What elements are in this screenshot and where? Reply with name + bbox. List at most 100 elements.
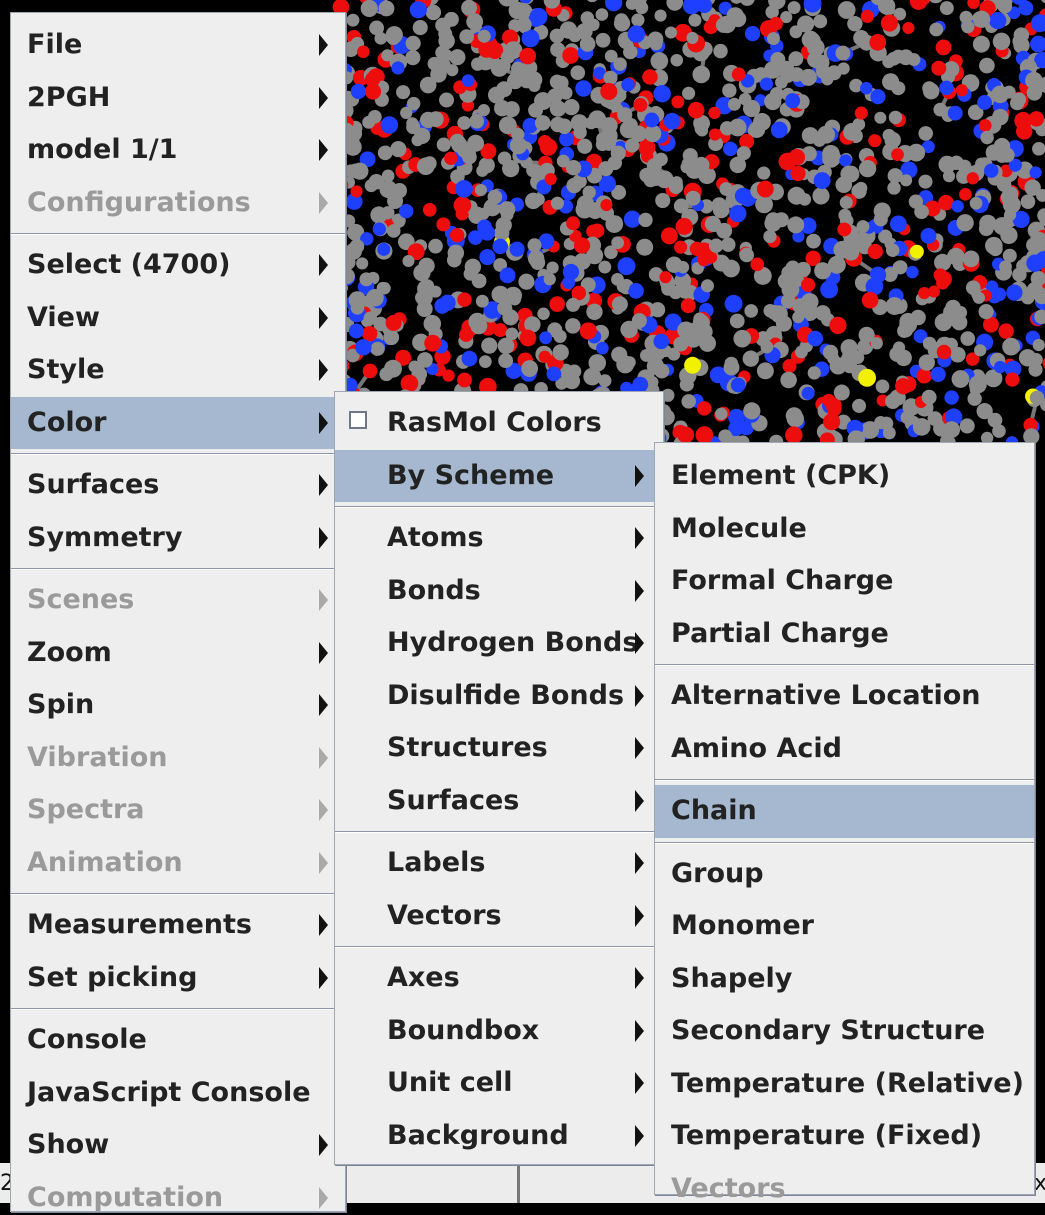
atom [362,326,377,341]
menu-separator [655,838,1034,848]
scheme-menu-item-monomer[interactable]: Monomer [655,900,1034,953]
color-menu-item-by-scheme[interactable]: By Scheme [335,450,663,503]
atom [868,244,883,259]
atom [947,248,964,265]
atom [498,151,512,165]
color-menu-item-bonds[interactable]: Bonds [335,565,663,618]
atom [633,98,647,112]
atom [617,280,630,293]
atom [771,121,788,138]
scheme-menu-item-chain[interactable]: Chain [655,785,1034,838]
menu-item-console[interactable]: Console [11,1014,345,1067]
atom [808,366,821,379]
atom [739,248,754,263]
status-divider [517,1163,520,1203]
scheme-menu-item-partial-charge[interactable]: Partial Charge [655,608,1034,661]
menu-item-label: Alternative Location [671,670,981,722]
color-menu-item-unit-cell[interactable]: Unit cell [335,1057,663,1110]
atom [931,61,946,76]
menu-item-view[interactable]: View [11,292,345,345]
menu-item-show[interactable]: Show [11,1119,345,1172]
atom [387,224,401,238]
atom [682,87,695,100]
menu-separator [11,449,345,459]
scheme-menu-item-element-cpk[interactable]: Element (CPK) [655,450,1034,503]
color-menu-item-vectors[interactable]: Vectors [335,890,663,943]
color-menu-item-background[interactable]: Background [335,1110,663,1163]
menu-item-symmetry[interactable]: Symmetry [11,512,345,565]
menu-item-zoom[interactable]: Zoom [11,627,345,680]
menu-item-animation[interactable]: Animation [11,837,345,890]
atom [895,378,911,394]
scheme-menu-item-group[interactable]: Group [655,848,1034,901]
atom [430,66,447,83]
scheme-menu-item-molecule[interactable]: Molecule [655,503,1034,556]
menu-item-model-1-1[interactable]: model 1/1 [11,124,345,177]
menu-item-measurements[interactable]: Measurements [11,899,345,952]
color-menu-item-disulfide-bonds[interactable]: Disulfide Bonds [335,670,663,723]
atom [906,266,918,278]
atom [669,286,682,299]
atom [386,26,403,43]
scheme-menu-item-formal-charge[interactable]: Formal Charge [655,555,1034,608]
atom [415,291,428,304]
atom [357,46,370,59]
menu-item-color[interactable]: Color [11,397,345,450]
menu-item-label: model 1/1 [27,124,177,176]
color-menu-item-structures[interactable]: Structures [335,722,663,775]
atom [730,314,745,329]
atom [356,257,368,269]
atom [897,324,911,338]
atom [834,385,850,401]
atom [438,27,452,41]
atom [494,225,509,240]
color-menu-item-surfaces[interactable]: Surfaces [335,775,663,828]
color-menu-item-hydrogen-bonds[interactable]: Hydrogen Bonds [335,617,663,670]
atom [406,120,420,134]
scheme-menu-item-secondary-structure[interactable]: Secondary Structure [655,1005,1034,1058]
atom [580,36,596,52]
menu-item-vibration[interactable]: Vibration [11,732,345,785]
menu-item-spectra[interactable]: Spectra [11,784,345,837]
scheme-menu-item-vectors[interactable]: Vectors [655,1163,1034,1215]
menu-item-file[interactable]: File [11,19,345,72]
scheme-menu-item-alternative-location[interactable]: Alternative Location [655,670,1034,723]
menu-item-javascript-console[interactable]: JavaScript Console [11,1067,345,1120]
menu-item-surfaces[interactable]: Surfaces [11,459,345,512]
scheme-menu-item-amino-acid[interactable]: Amino Acid [655,723,1034,776]
color-menu-item-axes[interactable]: Axes [335,952,663,1005]
atom [644,113,659,128]
atom [979,58,995,74]
atom [666,256,682,272]
menu-item-2pgh[interactable]: 2PGH [11,72,345,125]
menu-item-style[interactable]: Style [11,344,345,397]
scheme-menu-item-shapely[interactable]: Shapely [655,953,1034,1006]
submenu-arrow-icon [635,967,644,989]
checkbox-icon[interactable] [349,411,367,429]
atom [918,175,932,189]
atom [680,378,694,392]
scheme-menu-item-temperature-relative[interactable]: Temperature (Relative) [655,1058,1034,1111]
menu-item-select-4700[interactable]: Select (4700) [11,239,345,292]
color-menu-item-boundbox[interactable]: Boundbox [335,1005,663,1058]
atom [674,241,687,254]
atom [557,155,570,168]
color-menu-item-rasmol-colors[interactable]: RasMol Colors [335,397,663,450]
color-menu-item-labels[interactable]: Labels [335,837,663,890]
submenu-arrow-icon [319,852,328,874]
menu-item-configurations[interactable]: Configurations [11,177,345,230]
atom [605,50,618,63]
atom [988,242,1002,256]
atom [928,411,943,426]
atom [365,83,381,99]
atom [919,354,935,370]
menu-item-computation[interactable]: Computation [11,1172,345,1213]
atom [488,190,503,205]
color-menu-item-atoms[interactable]: Atoms [335,512,663,565]
scheme-menu-item-temperature-fixed[interactable]: Temperature (Fixed) [655,1110,1034,1163]
menu-separator [11,889,345,899]
menu-item-set-picking[interactable]: Set picking [11,952,345,1005]
menu-item-scenes[interactable]: Scenes [11,574,345,627]
menu-item-spin[interactable]: Spin [11,679,345,732]
atom [478,30,491,43]
